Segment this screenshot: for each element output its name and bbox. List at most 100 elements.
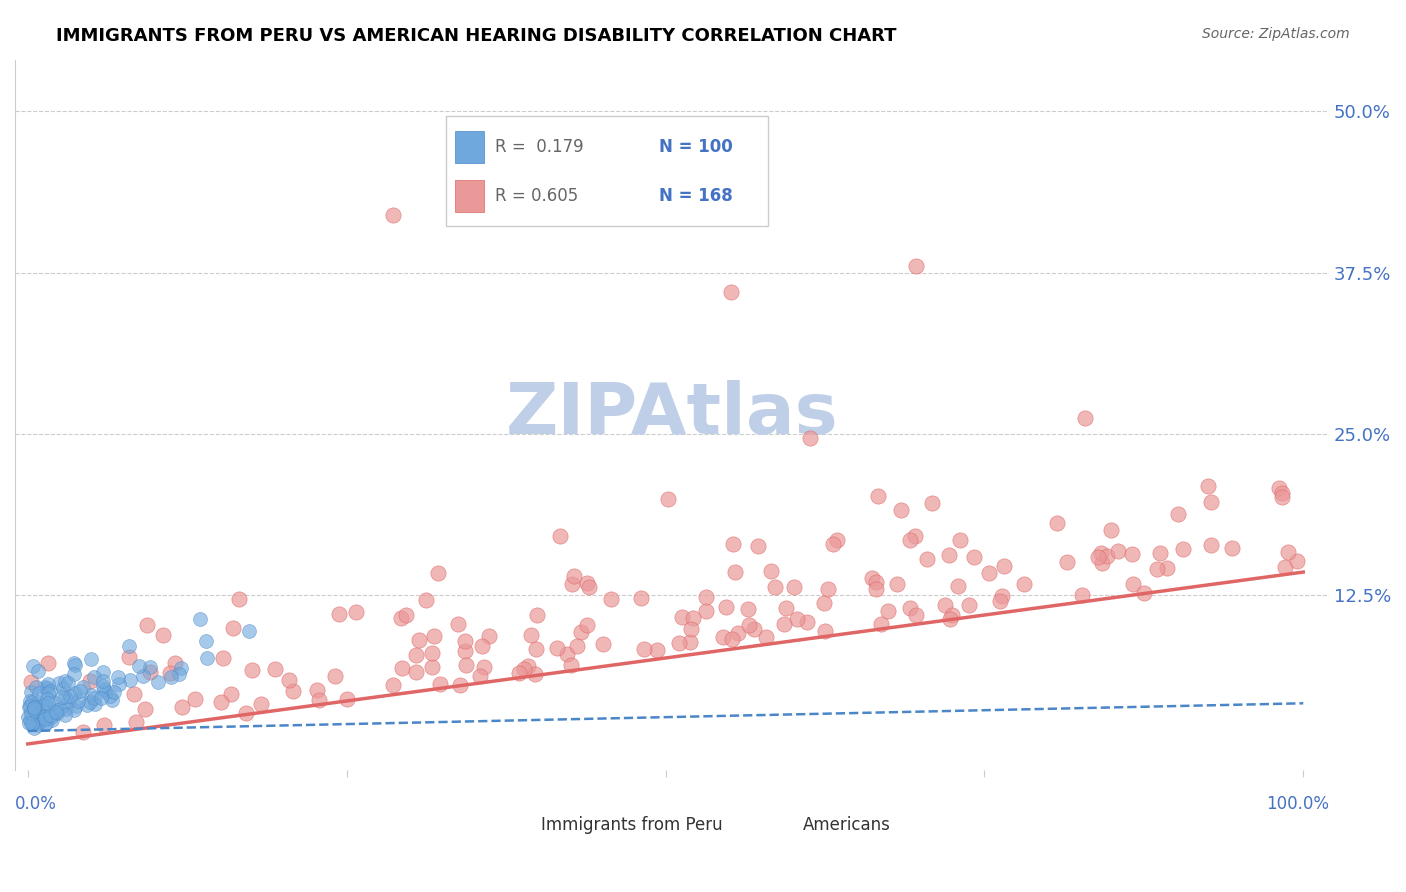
Point	[100, 690, 122, 704]
Point	[195, 650, 218, 665]
Point	[93, 681, 115, 696]
Point	[382, 678, 405, 692]
Text: R =  0.179: R = 0.179	[495, 137, 583, 156]
Point	[219, 687, 242, 701]
Point	[391, 661, 413, 675]
Point	[524, 667, 547, 681]
Point	[91, 679, 114, 693]
Point	[96, 684, 118, 698]
Bar	[770, 805, 794, 834]
Point	[716, 600, 738, 615]
Point	[1046, 516, 1069, 531]
Point	[32, 710, 55, 724]
Point	[120, 673, 142, 688]
Point	[21, 658, 44, 673]
Point	[93, 718, 115, 732]
Point	[679, 622, 702, 636]
Point	[249, 698, 271, 712]
Point	[170, 699, 193, 714]
Point	[27, 718, 49, 732]
Point	[578, 580, 600, 594]
Point	[561, 577, 583, 591]
Point	[526, 607, 548, 622]
Point	[870, 616, 893, 631]
Point	[24, 680, 46, 694]
Point	[22, 703, 45, 717]
Point	[405, 648, 427, 662]
Point	[27, 695, 49, 709]
Point	[759, 564, 782, 578]
Point	[222, 621, 245, 635]
Point	[633, 641, 655, 656]
Point	[35, 692, 58, 706]
Point	[405, 665, 427, 679]
Point	[91, 665, 114, 679]
Point	[941, 607, 963, 622]
Point	[963, 550, 986, 565]
Point	[786, 612, 808, 626]
Point	[478, 629, 501, 643]
Bar	[456, 130, 484, 162]
Point	[1012, 577, 1035, 591]
Point	[24, 714, 46, 729]
Point	[18, 699, 41, 714]
Point	[977, 566, 1000, 580]
Point	[1107, 544, 1129, 558]
Point	[118, 649, 141, 664]
Point	[904, 529, 927, 543]
Text: R = 0.605: R = 0.605	[495, 187, 578, 205]
Point	[27, 664, 49, 678]
Point	[194, 633, 217, 648]
Point	[65, 658, 87, 673]
Point	[34, 680, 56, 694]
Point	[56, 694, 79, 708]
Point	[152, 628, 174, 642]
Point	[336, 692, 359, 706]
Point	[1133, 586, 1156, 600]
Point	[90, 691, 112, 706]
Point	[28, 707, 51, 722]
Point	[1274, 559, 1296, 574]
Point	[429, 677, 451, 691]
Point	[48, 676, 70, 690]
Point	[22, 700, 45, 714]
Point	[711, 630, 734, 644]
Point	[37, 686, 59, 700]
Point	[55, 708, 77, 723]
Point	[1167, 507, 1189, 521]
Point	[1171, 541, 1194, 556]
Point	[18, 713, 41, 727]
Text: N = 168: N = 168	[659, 187, 733, 205]
Point	[471, 639, 494, 653]
Point	[647, 643, 669, 657]
Point	[695, 590, 717, 604]
Point	[449, 678, 471, 692]
Point	[18, 694, 41, 708]
Point	[724, 565, 747, 579]
Point	[695, 604, 717, 618]
Point	[939, 612, 962, 626]
Point	[63, 656, 86, 670]
Point	[159, 666, 181, 681]
Point	[72, 681, 94, 695]
Point	[747, 539, 769, 553]
Point	[742, 622, 765, 636]
Point	[796, 615, 818, 629]
Point	[454, 634, 477, 648]
Point	[630, 591, 652, 605]
Point	[79, 688, 101, 702]
Point	[17, 700, 39, 714]
Point	[28, 711, 51, 725]
Point	[307, 683, 329, 698]
Point	[46, 706, 69, 720]
Point	[575, 618, 598, 632]
Point	[548, 529, 571, 543]
Point	[957, 598, 980, 612]
Point	[84, 698, 107, 712]
Point	[1121, 547, 1143, 561]
Point	[921, 496, 943, 510]
Point	[22, 721, 45, 735]
Point	[877, 604, 900, 618]
Point	[865, 575, 887, 590]
Point	[813, 596, 835, 610]
